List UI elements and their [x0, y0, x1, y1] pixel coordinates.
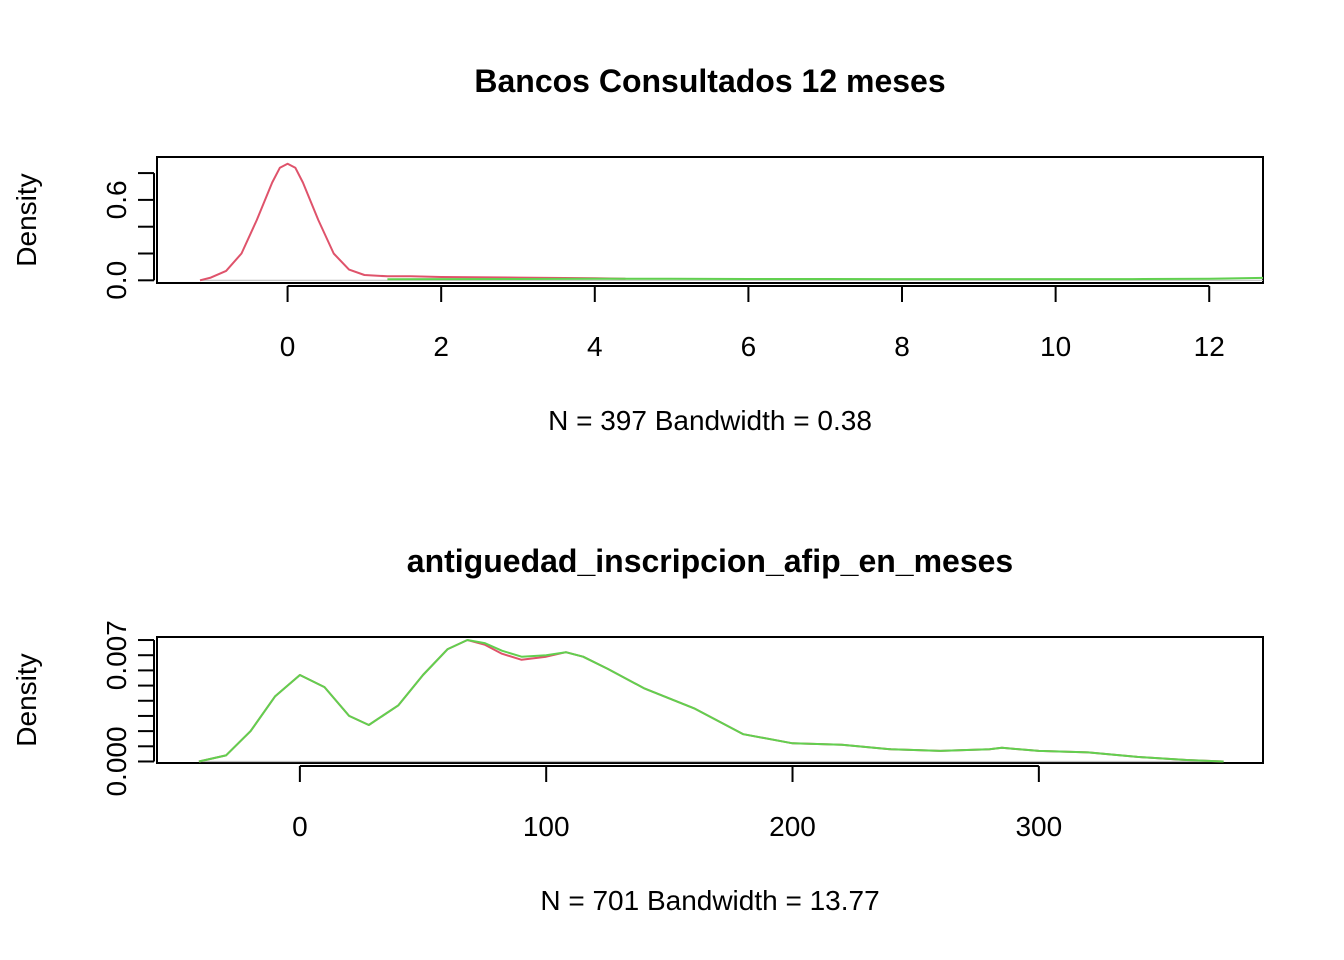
y-tick-label: 0.6 — [101, 180, 132, 219]
x-tick-label: 200 — [769, 811, 816, 842]
y-axis-label: Density — [11, 173, 42, 266]
axis-ticks: 0 100 200 300 0.000 0.007 — [101, 620, 1062, 842]
plot-frame — [156, 636, 1264, 764]
x-tick-label: 300 — [1015, 811, 1062, 842]
x-tick-label: 6 — [741, 331, 757, 362]
axis-ticks: 0 2 4 6 8 10 12 0.0 0.6 — [101, 172, 1225, 362]
chart-title: Bancos Consultados 12 meses — [474, 63, 945, 99]
x-tick-label: 2 — [433, 331, 449, 362]
chart-title: antiguedad_inscripcion_afip_en_meses — [407, 543, 1013, 579]
y-tick-label: 0.007 — [101, 620, 132, 690]
x-tick-label: 4 — [587, 331, 603, 362]
plot-frame — [156, 156, 1264, 284]
density-curves — [198, 639, 1224, 763]
x-tick-label: 8 — [894, 331, 910, 362]
density-curves — [199, 162, 1264, 282]
density-series-line — [199, 162, 626, 282]
y-tick-label: 0.000 — [101, 726, 132, 796]
x-tick-label: 12 — [1194, 331, 1225, 362]
y-axis-label: Density — [11, 653, 42, 746]
x-axis-label: N = 397 Bandwidth = 0.38 — [548, 405, 872, 436]
x-tick-label: 100 — [523, 811, 570, 842]
x-axis-label: N = 701 Bandwidth = 13.77 — [540, 885, 879, 916]
density-series-line — [198, 639, 1224, 763]
x-tick-label: 0 — [292, 811, 308, 842]
density-series-line — [387, 276, 1264, 281]
density-panel-bancos: Bancos Consultados 12 meses N = 397 Band… — [11, 63, 1264, 436]
density-panel-antiguedad: antiguedad_inscripcion_afip_en_meses N =… — [11, 543, 1264, 916]
x-tick-label: 10 — [1040, 331, 1071, 362]
y-tick-label: 0.0 — [101, 261, 132, 300]
x-tick-label: 0 — [280, 331, 296, 362]
density-series-line — [198, 639, 1224, 763]
